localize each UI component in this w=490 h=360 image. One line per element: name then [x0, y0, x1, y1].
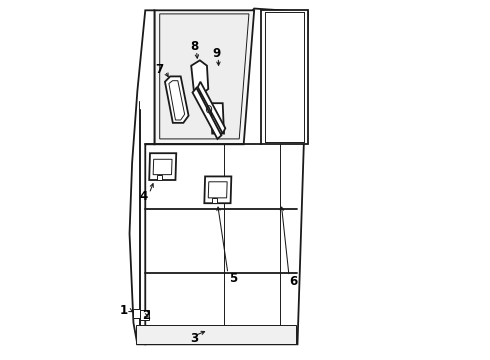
Polygon shape	[198, 82, 225, 134]
Text: 7: 7	[156, 63, 164, 76]
Text: 8: 8	[191, 40, 199, 53]
Polygon shape	[137, 9, 308, 344]
Polygon shape	[129, 10, 154, 344]
Polygon shape	[154, 10, 254, 144]
Text: 1: 1	[120, 304, 128, 317]
Text: 3: 3	[190, 333, 198, 346]
Text: 5: 5	[229, 272, 237, 285]
Polygon shape	[133, 309, 140, 318]
Polygon shape	[136, 325, 296, 344]
Polygon shape	[193, 88, 221, 139]
Text: 2: 2	[142, 309, 150, 321]
Polygon shape	[261, 10, 308, 144]
Polygon shape	[165, 76, 189, 123]
Polygon shape	[140, 310, 149, 320]
Polygon shape	[211, 103, 224, 134]
Polygon shape	[149, 153, 176, 180]
Polygon shape	[212, 198, 218, 203]
Text: 9: 9	[212, 47, 220, 60]
Polygon shape	[160, 14, 249, 139]
Text: 6: 6	[290, 275, 298, 288]
Polygon shape	[191, 60, 208, 94]
Text: 4: 4	[140, 190, 148, 203]
Polygon shape	[157, 175, 162, 180]
Polygon shape	[204, 176, 231, 203]
